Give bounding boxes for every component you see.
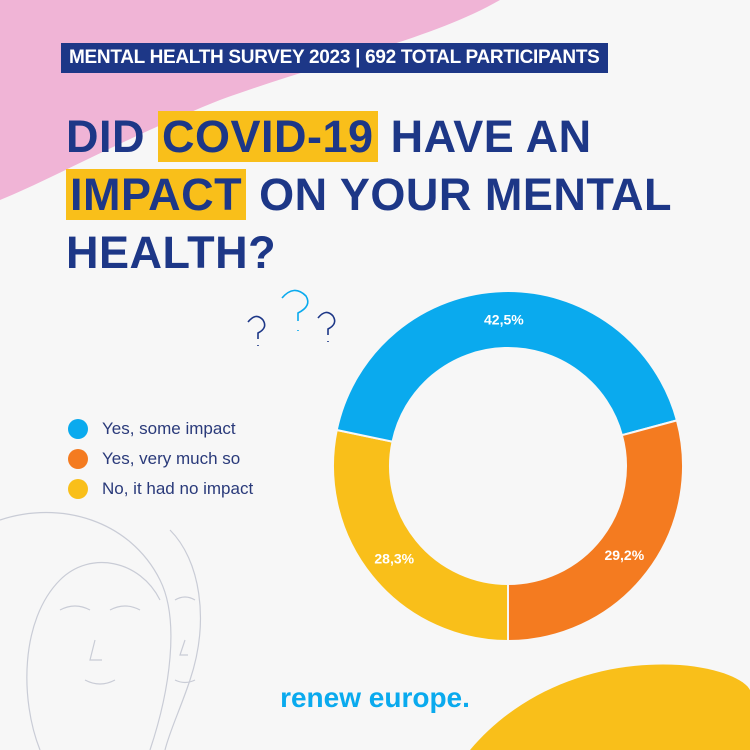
slice-label: 28,3% [374,550,414,566]
donut-slice [507,419,684,643]
legend-item: Yes, some impact [68,414,253,444]
legend-swatch [68,479,88,499]
title-highlight-covid: COVID-19 [158,111,378,162]
survey-banner: MENTAL HEALTH SURVEY 2023 | 692 TOTAL PA… [61,43,608,73]
legend-label: Yes, some impact [102,419,236,438]
brand-logo: renew europe. [280,682,470,713]
legend-swatch [68,449,88,469]
title-text: ON YOUR MENTAL HEALTH? [66,169,672,278]
question-marks-icon [247,289,336,346]
legend-item: Yes, very much so [68,444,253,474]
title-highlight-impact: IMPACT [66,169,247,220]
yellow-blob [470,664,750,750]
page-title: DID COVID-19 HAVE AN IMPACT ON YOUR MENT… [66,108,706,282]
slice-label: 29,2% [604,547,644,563]
title-text: DID [66,111,158,162]
chart-legend: Yes, some impact Yes, very much so No, i… [68,414,253,504]
legend-swatch [68,419,88,439]
legend-label: Yes, very much so [102,449,241,468]
title-text: HAVE AN [377,111,592,162]
legend-item: No, it had no impact [68,474,253,504]
donut-slice [335,290,679,443]
donut-slice [332,428,509,643]
faces-illustration [0,511,201,750]
legend-label: No, it had no impact [102,479,254,498]
slice-label: 42,5% [484,312,524,328]
